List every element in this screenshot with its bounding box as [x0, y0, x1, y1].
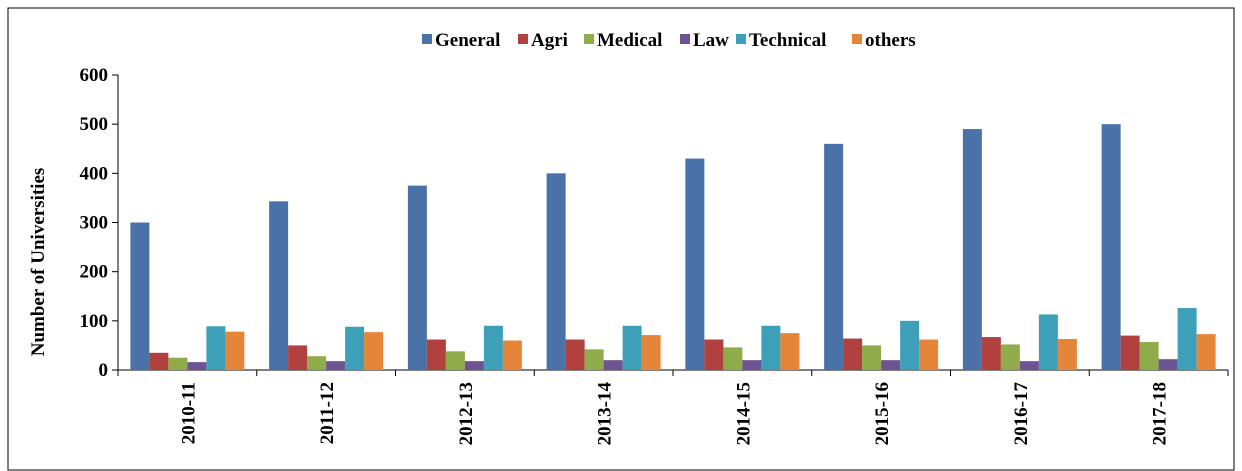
bar — [1038, 314, 1058, 370]
y-axis-label: Number of Universities — [28, 168, 49, 357]
y-tick-label: 200 — [80, 262, 109, 283]
bar — [584, 349, 604, 370]
legend-label: Technical — [749, 30, 826, 51]
bar — [1120, 335, 1140, 370]
x-tick-label: 2017-18 — [1150, 382, 1171, 445]
legend-label: General — [435, 30, 500, 51]
legend-label: Agri — [531, 30, 568, 51]
bar — [761, 325, 781, 370]
legend-label: Medical — [597, 30, 662, 51]
bar — [622, 325, 642, 370]
bar — [307, 356, 327, 370]
x-tick-label: 2016-17 — [1011, 382, 1032, 446]
bar — [962, 129, 982, 370]
y-tick-label: 0 — [99, 360, 109, 381]
y-tick-label: 500 — [80, 114, 109, 135]
bar — [824, 143, 844, 370]
bar — [168, 357, 188, 370]
bar — [1177, 308, 1197, 370]
bar — [862, 345, 882, 370]
legend-swatch — [518, 34, 528, 44]
x-tick-label: 2015-16 — [872, 382, 893, 445]
bar — [981, 337, 1001, 370]
bar — [464, 361, 484, 370]
bar — [502, 340, 522, 370]
x-tick-label: 2011-12 — [317, 382, 338, 444]
bar — [269, 201, 289, 370]
bar — [187, 362, 207, 370]
bar — [546, 173, 566, 370]
bar — [149, 352, 169, 370]
x-tick-label: 2014-15 — [733, 382, 754, 445]
legend-swatch — [736, 34, 746, 44]
bar — [565, 339, 585, 370]
bar — [603, 360, 623, 370]
bar — [1158, 359, 1178, 370]
bar — [445, 351, 465, 370]
bar — [345, 326, 365, 370]
legend-swatch — [584, 34, 594, 44]
bar — [900, 320, 920, 370]
bar — [742, 360, 762, 370]
bar — [1139, 341, 1159, 370]
legend-label: Law — [693, 30, 729, 51]
legend-label: others — [865, 30, 916, 51]
y-tick-label: 600 — [80, 65, 109, 86]
bar — [881, 360, 901, 370]
bar — [843, 338, 863, 370]
bar — [723, 347, 743, 370]
bar — [704, 339, 724, 370]
y-tick-label: 100 — [80, 311, 109, 332]
x-tick-label: 2013-14 — [595, 382, 616, 446]
bar — [919, 339, 939, 370]
bar — [1196, 334, 1216, 370]
bar — [426, 339, 446, 370]
y-tick-label: 300 — [80, 213, 109, 234]
bar — [780, 333, 800, 370]
y-tick-label: 400 — [80, 163, 109, 184]
bar — [225, 331, 245, 370]
bar — [1000, 344, 1020, 370]
bar — [288, 345, 308, 370]
frame — [7, 7, 1235, 471]
bar — [407, 185, 427, 370]
x-tick-label: 2010-11 — [178, 382, 199, 444]
bar — [641, 335, 661, 370]
legend-swatch — [852, 34, 862, 44]
bar — [1101, 124, 1121, 371]
bar — [364, 332, 384, 370]
bar — [1057, 339, 1077, 370]
bar — [1019, 361, 1039, 370]
bar — [130, 222, 150, 370]
legend-swatch — [680, 34, 690, 44]
bar — [483, 325, 503, 370]
x-tick-label: 2012-13 — [456, 382, 477, 445]
bar — [685, 158, 705, 370]
legend-swatch — [422, 34, 432, 44]
bar — [326, 361, 346, 370]
bar — [206, 326, 226, 370]
